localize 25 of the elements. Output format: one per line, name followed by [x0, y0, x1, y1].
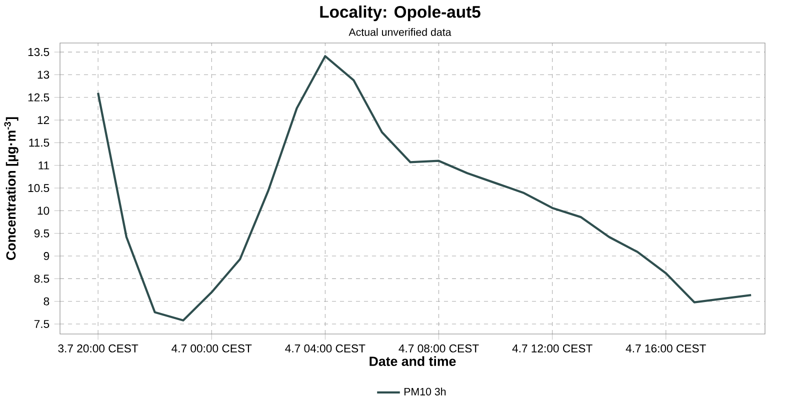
y-tick-label: 10.5	[28, 184, 50, 192]
y-axis-title: Concentration [µg·m$^{-3}$]	[4, 117, 18, 260]
x-tick-label: 4.7 04:00 CEST	[285, 344, 366, 352]
y-tick-label: 12.5	[28, 93, 50, 102]
y-tick-label: 12	[38, 116, 50, 124]
x-tick-label: 3.7 20:00 CEST	[58, 344, 138, 352]
y-tick-label: 8.5	[34, 274, 50, 283]
x-tick-label: 4.7 16:00 CEST	[626, 344, 706, 352]
y-tick-label: 9.5	[34, 229, 50, 238]
x-tick-label: 4.7 08:00 CEST	[398, 344, 479, 352]
x-axis-title: Date and time	[370, 356, 456, 366]
y-tick-label: 11	[38, 161, 50, 170]
legend-label: PM10 3h	[404, 388, 446, 396]
y-tick-label: 7.5	[34, 320, 50, 328]
y-tick-label: 13	[38, 70, 50, 79]
x-tick-label: 4.7 12:00 CEST	[512, 344, 592, 352]
y-tick-label: 11.5	[29, 138, 50, 147]
line-series	[96, 55, 752, 322]
chart-title: Locality: Opole-aut5	[320, 6, 480, 22]
chart-subtitle: Actual unverified data	[348, 28, 452, 36]
y-tick-label: 10	[38, 206, 50, 215]
y-tick-label: 13.5	[28, 48, 50, 56]
y-tick-label: 8	[44, 297, 50, 306]
y-tick-label: 9	[44, 252, 50, 260]
x-tick-label: 4.7 00:00 CEST	[172, 344, 252, 352]
